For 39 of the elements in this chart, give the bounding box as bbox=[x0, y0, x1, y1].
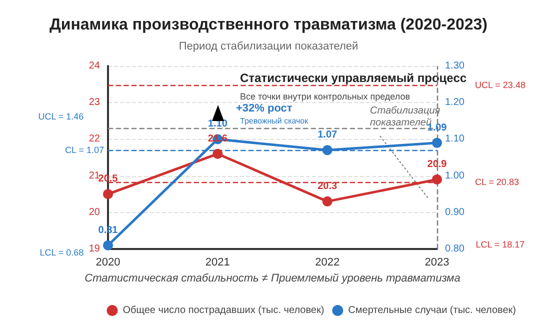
y2-tick-label: 0.90 bbox=[445, 206, 465, 218]
text: LCL = 18.17 bbox=[476, 240, 525, 250]
y2-tick-label: 1.20 bbox=[445, 97, 465, 108]
point bbox=[432, 138, 442, 148]
annotation: Тревожный скачок bbox=[240, 116, 309, 126]
point bbox=[212, 148, 223, 159]
y-tick-label: 20 bbox=[88, 206, 100, 218]
chart-title: Динамика производственного травматизма (2020-2023) bbox=[49, 16, 488, 34]
annotation: Статистически управляемый процесс bbox=[240, 71, 467, 85]
point bbox=[322, 145, 332, 156]
x-tick-label: 2021 bbox=[205, 256, 230, 268]
y-tick-label: 24 bbox=[88, 60, 100, 72]
x-tick-label: 2023 bbox=[424, 256, 450, 268]
y-tick-label: 22 bbox=[88, 134, 100, 145]
legend-label: Общее число пострадавших (тыс. человек) bbox=[122, 305, 324, 316]
point bbox=[103, 240, 113, 250]
text: UCL = 1.46 bbox=[38, 112, 84, 122]
text: LCL = 0.68 bbox=[40, 248, 84, 258]
x-axis-title: Статистическая стабильность ≠ Приемлемый уровень травматизма bbox=[84, 272, 460, 284]
y2-tick-label: 1.30 bbox=[445, 60, 465, 72]
y2-tick-label: 1.10 bbox=[445, 134, 465, 145]
x-tick-label: 2022 bbox=[315, 256, 340, 268]
point bbox=[103, 189, 113, 200]
point bbox=[322, 196, 332, 206]
ref-line-label: CL = 1.07 bbox=[65, 145, 104, 156]
y-tick-label: 23 bbox=[88, 97, 100, 108]
annotation: +32% рост bbox=[236, 102, 293, 114]
chart-subtitle: Период стабилизации показателей bbox=[178, 40, 358, 52]
y2-tick-label: 0.80 bbox=[445, 244, 465, 254]
y-tick-label: 19 bbox=[88, 244, 100, 254]
y2-tick-label: 1.00 bbox=[445, 170, 465, 182]
ref-line-label: CL = 20.83 bbox=[475, 177, 519, 188]
legend-label: Смертельные случаи (тыс. человек) bbox=[348, 305, 516, 316]
ref-line-label: UCL = 23.48 bbox=[475, 80, 526, 90]
annotation: Все точки внутри контрольных пределов bbox=[240, 92, 410, 102]
data-label: 20.9 bbox=[427, 158, 448, 170]
x-tick-label: 2020 bbox=[96, 256, 120, 268]
data-label: 1.07 bbox=[318, 130, 338, 141]
point bbox=[432, 174, 442, 184]
